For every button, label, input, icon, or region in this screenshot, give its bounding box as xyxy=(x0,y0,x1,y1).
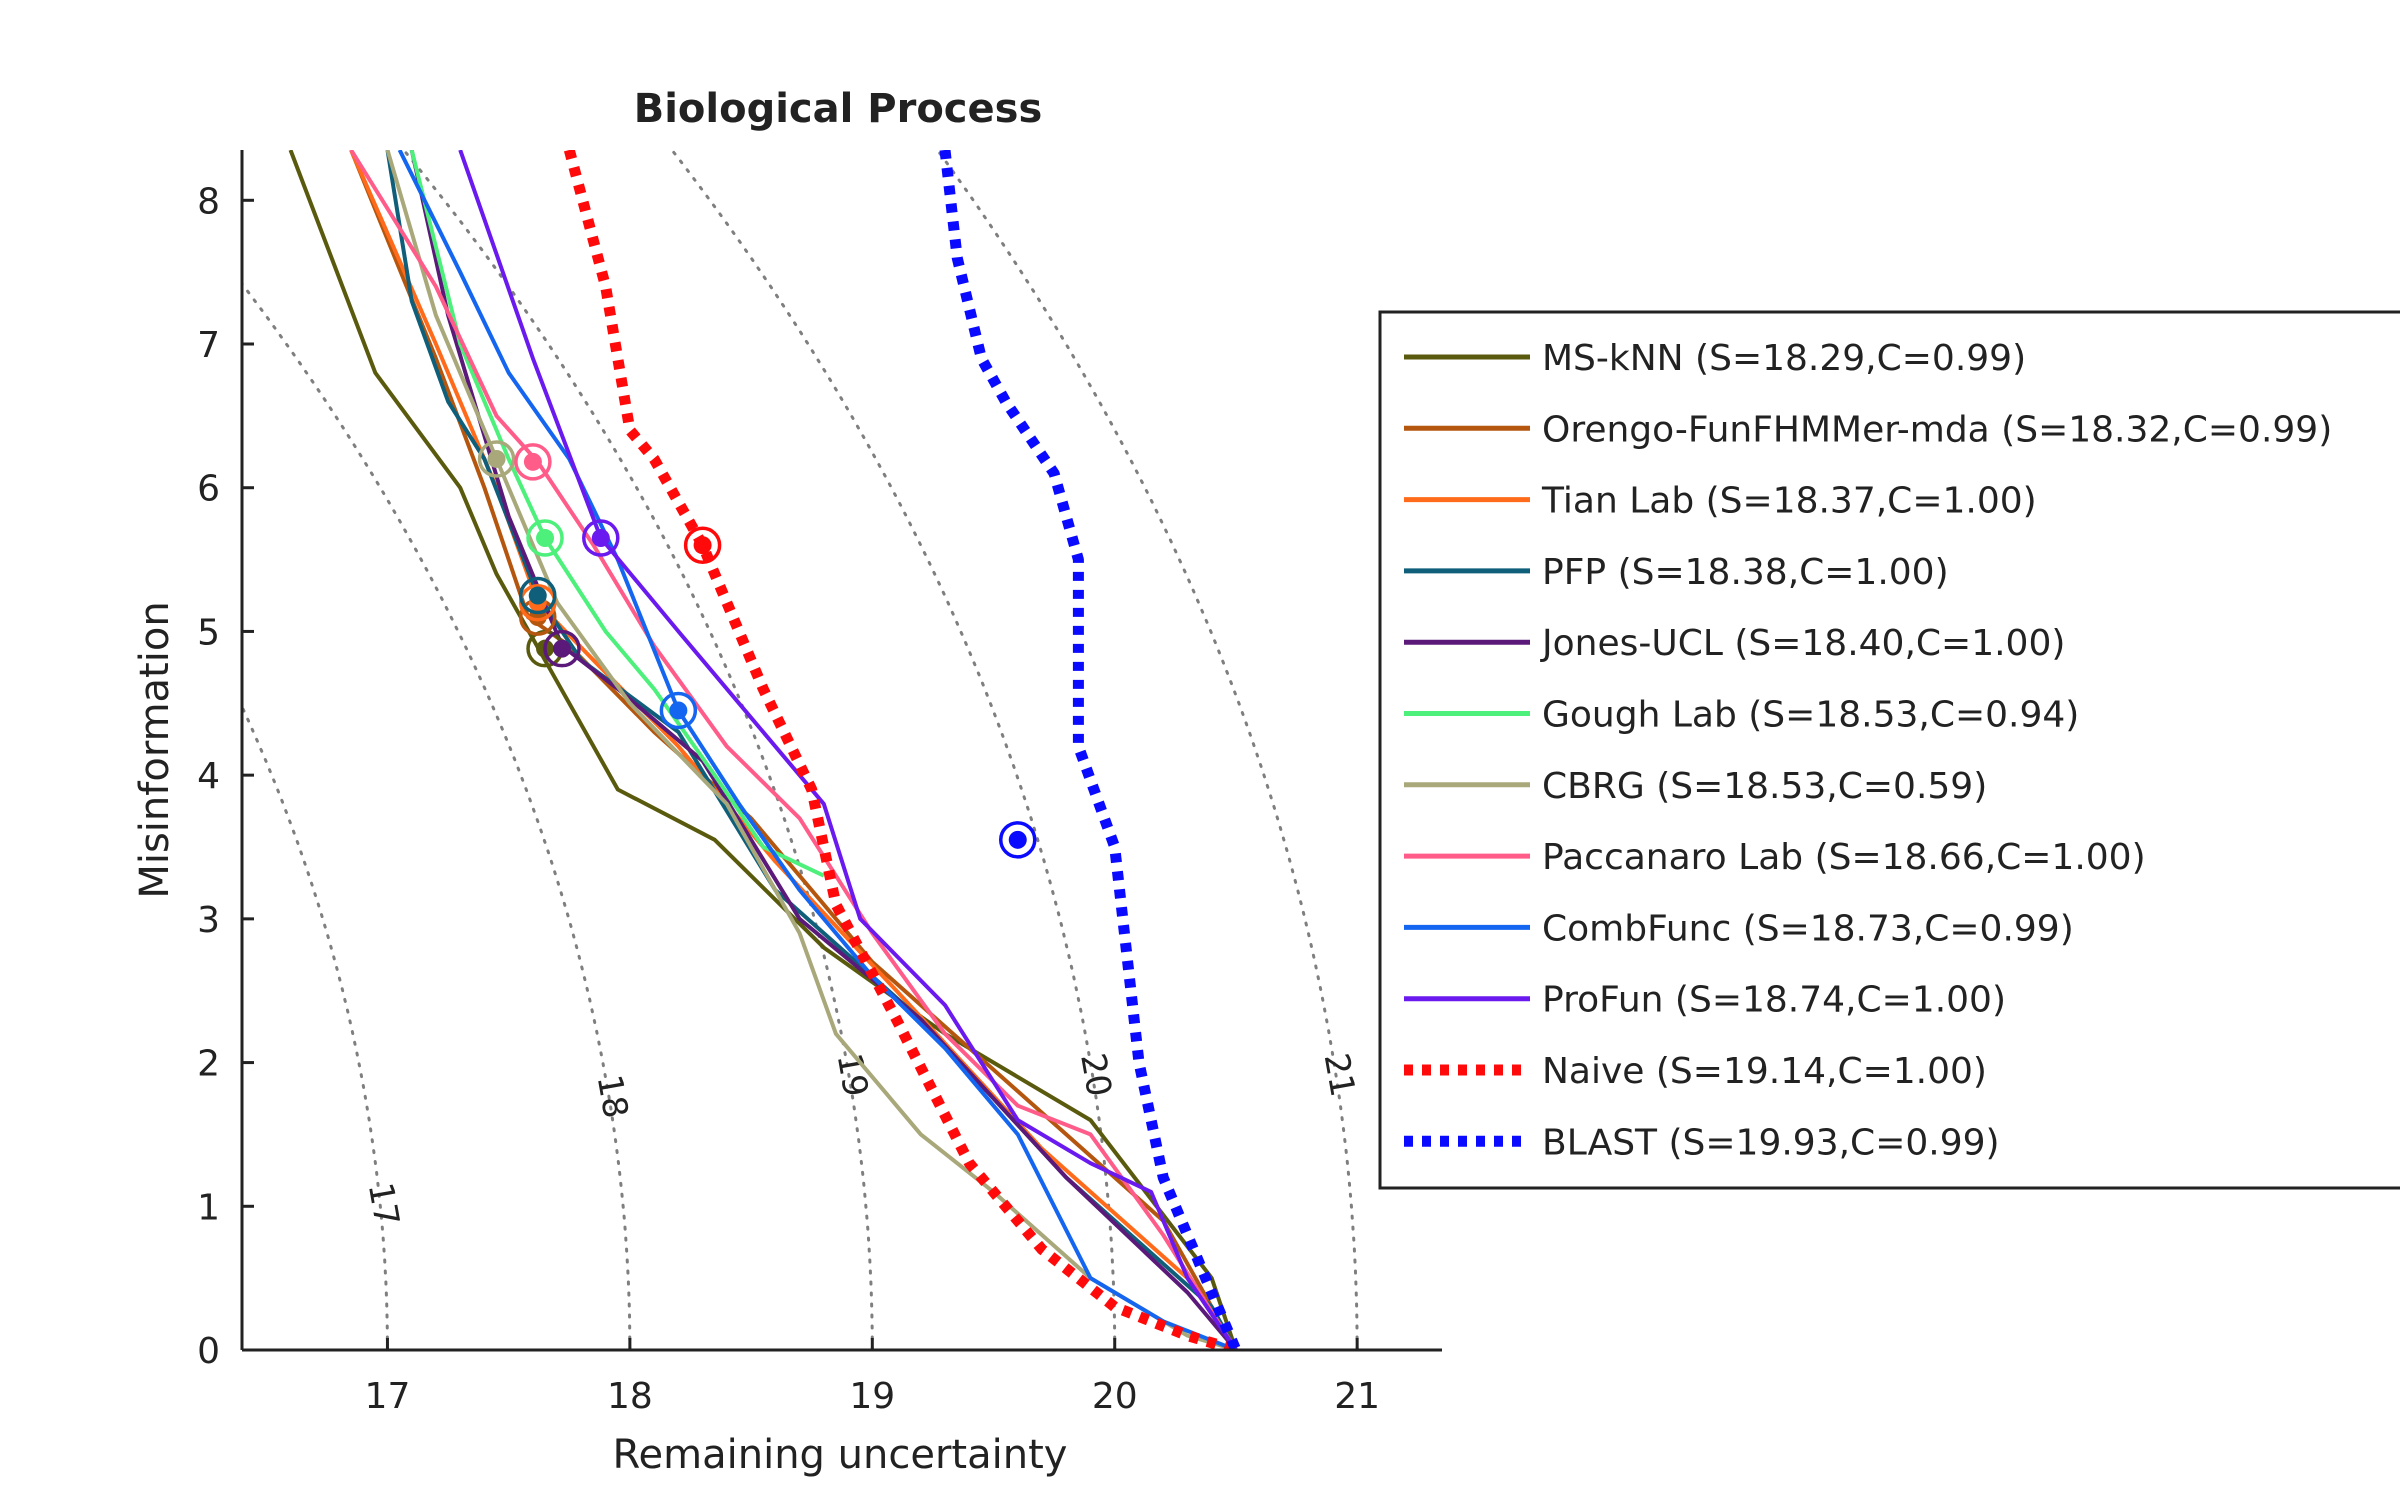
chart-title: Biological Process xyxy=(634,86,1043,132)
legend-box xyxy=(1378,310,2400,1190)
x-tick-label-19: 19 xyxy=(849,1376,895,1417)
contour-line-16 xyxy=(0,150,145,1350)
x-tick-label-21: 21 xyxy=(1334,1376,1380,1417)
y-tick-label-4: 4 xyxy=(197,756,220,797)
series-line-5 xyxy=(409,150,825,878)
series-marker-ring-9 xyxy=(582,519,620,557)
series-marker-9 xyxy=(591,529,610,548)
contour-label-20: 20 xyxy=(1072,1050,1119,1100)
legend-label-1: Orengo-FunFHMMer-mda (S=18.32,C=0.99) xyxy=(1542,409,2332,450)
series-marker-ring-7 xyxy=(514,443,552,481)
series-marker-8 xyxy=(669,701,688,720)
x-axis-title: Remaining uncertainty xyxy=(613,1432,1068,1478)
series-marker-ring-11 xyxy=(999,821,1037,859)
legend-label-9: ProFun (S=18.74,C=1.00) xyxy=(1542,980,2006,1021)
series-marker-6 xyxy=(487,449,506,468)
series-line-1 xyxy=(349,150,1238,1350)
series-marker-11 xyxy=(1008,830,1027,849)
legend: MS-kNN (S=18.29,C=0.99) Orengo-FunFHMMer-… xyxy=(1378,310,2400,1190)
axes: 17 18 19 20 21 0 1 2 3 4 5 6 7 8 xyxy=(197,150,1442,1417)
contour-line-21 xyxy=(935,150,1359,1350)
series-line-8 xyxy=(397,150,1237,1350)
series-line-9 xyxy=(458,150,1238,1350)
series-line-7 xyxy=(349,150,1238,1350)
legend-label-2: Tian Lab (S=18.37,C=1.00) xyxy=(1541,481,2037,522)
x-tick-label-20: 20 xyxy=(1092,1376,1138,1417)
series-line-4 xyxy=(409,150,1238,1350)
y-tick-label-6: 6 xyxy=(197,469,220,510)
contour-line-20 xyxy=(670,150,1117,1350)
legend-label-7: Paccanaro Lab (S=18.66,C=1.00) xyxy=(1542,837,2146,878)
series-marker-4 xyxy=(553,639,571,658)
contour-line-18 xyxy=(242,281,632,1350)
legend-label-4: Jones-UCL (S=18.40,C=1.00) xyxy=(1540,623,2065,664)
contour-label-19: 19 xyxy=(829,1050,876,1100)
series-marker-ring-4 xyxy=(543,629,581,668)
series-marker-ring-5 xyxy=(526,519,564,557)
series-line-2 xyxy=(349,150,1238,1350)
y-tick-label-0: 0 xyxy=(197,1331,220,1372)
series-marker-ring-6 xyxy=(477,440,516,478)
legend-label-0: MS-kNN (S=18.29,C=0.99) xyxy=(1542,338,2026,379)
y-tick-label-7: 7 xyxy=(197,325,220,366)
contour-labels: 17 18 19 20 21 xyxy=(360,1050,1363,1229)
series-marker-ring-10 xyxy=(683,526,722,564)
x-tick-label-17: 17 xyxy=(365,1376,411,1417)
y-tick-label-3: 3 xyxy=(197,900,220,941)
series-marker-5 xyxy=(536,529,555,548)
series-marker-10 xyxy=(693,536,712,555)
y-axis-title: Misinformation xyxy=(132,601,178,898)
legend-label-8: CombFunc (S=18.73,C=0.99) xyxy=(1542,908,2074,949)
contour-line-17 xyxy=(242,703,389,1350)
series-marker-7 xyxy=(523,452,542,471)
legend-label-3: PFP (S=18.38,C=1.00) xyxy=(1542,552,1949,593)
contour-line-19 xyxy=(402,150,874,1350)
y-tick-label-5: 5 xyxy=(197,612,220,653)
x-tick-label-18: 18 xyxy=(607,1376,653,1417)
legend-label-5: Gough Lab (S=18.53,C=0.94) xyxy=(1542,695,2079,736)
y-tick-label-2: 2 xyxy=(197,1044,220,1085)
legend-label-10: Naive (S=19.14,C=1.00) xyxy=(1542,1051,1987,1092)
marker-layer xyxy=(477,440,1037,859)
legend-label-6: CBRG (S=18.53,C=0.59) xyxy=(1542,766,1987,807)
series-line-11 xyxy=(939,150,1241,1350)
series-marker-3 xyxy=(528,586,547,605)
contour-label-18: 18 xyxy=(589,1072,636,1122)
contour-label-17: 17 xyxy=(360,1180,407,1230)
series-line-0 xyxy=(288,150,1238,1350)
y-tick-label-1: 1 xyxy=(197,1187,220,1228)
series-line-10 xyxy=(563,150,1238,1350)
legend-label-11: BLAST (S=19.93,C=0.99) xyxy=(1542,1122,2000,1163)
contour-label-21: 21 xyxy=(1316,1050,1363,1100)
series-layer xyxy=(288,150,1241,1350)
y-tick-label-8: 8 xyxy=(197,181,220,222)
series-marker-ring-8 xyxy=(659,691,698,730)
series-marker-ring-3 xyxy=(519,576,557,615)
